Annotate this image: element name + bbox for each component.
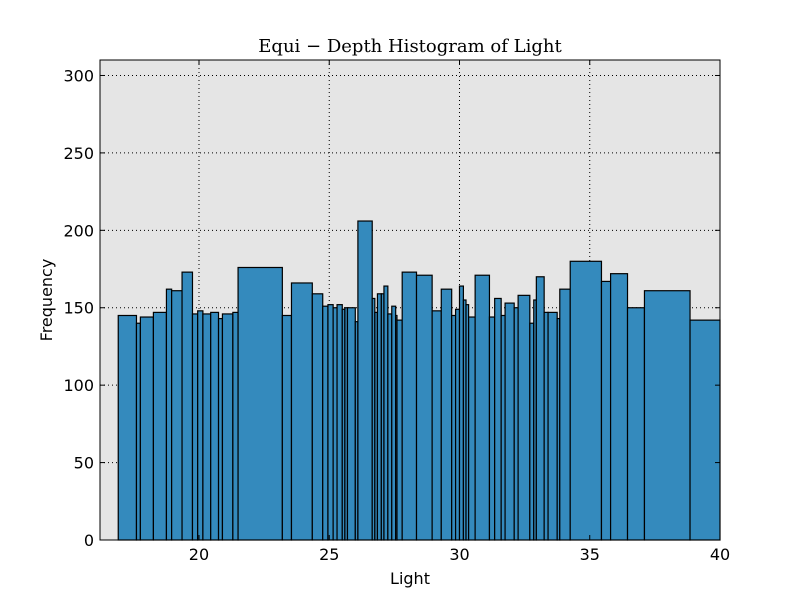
histogram-bar — [535, 276, 545, 541]
histogram-bar — [191, 313, 199, 541]
x-tick-label: 20 — [189, 545, 209, 564]
x-tick-label: 25 — [319, 545, 339, 564]
x-axis-label: Light — [390, 569, 430, 588]
histogram-bar — [311, 293, 324, 541]
y-axis-label: Frequency — [37, 259, 56, 342]
histogram-bar — [468, 316, 476, 541]
y-tick-label: 150 — [63, 299, 94, 318]
axis-ticks: 20 25 30 35 40 0 50 100 150 200 250 300 — [63, 60, 730, 564]
histogram-bar — [474, 274, 491, 541]
histogram-bar — [202, 313, 212, 541]
histogram-bar — [626, 307, 646, 541]
histogram-bar — [336, 304, 343, 541]
histogram-bar — [609, 273, 629, 541]
histogram-bar — [232, 311, 239, 541]
histogram-bar — [517, 294, 531, 541]
histogram-bar — [643, 290, 691, 541]
histogram-bar — [569, 260, 603, 541]
x-tick-label: 35 — [580, 545, 600, 564]
x-tick-label: 40 — [710, 545, 730, 564]
histogram-bar — [547, 311, 558, 541]
histogram-bar — [327, 304, 334, 541]
histogram-bar — [600, 280, 612, 541]
histogram-bars — [117, 220, 721, 541]
histogram-bar — [117, 314, 138, 541]
y-tick-label: 0 — [84, 531, 94, 550]
histogram-bar — [494, 297, 502, 541]
histogram-bar — [290, 282, 313, 541]
y-tick-label: 100 — [63, 376, 94, 395]
histogram-bar — [171, 290, 183, 541]
histogram-bar — [322, 305, 329, 541]
plot-frame — [99, 59, 721, 541]
y-tick-label: 50 — [74, 454, 94, 473]
y-tick-label: 250 — [63, 144, 94, 163]
histogram-bar — [346, 307, 356, 541]
histogram-bar — [431, 310, 442, 541]
histogram-bar — [559, 288, 571, 541]
y-tick-label: 300 — [63, 66, 94, 85]
histogram-bar — [396, 319, 403, 541]
histogram-bar — [181, 271, 194, 541]
histogram-bar — [152, 311, 168, 541]
histogram-bar — [401, 271, 418, 541]
histogram-bar — [504, 302, 515, 541]
histogram-bar — [440, 288, 453, 541]
histogram-bar — [237, 266, 283, 541]
chart-title: Equi − Depth Histogram of Light — [258, 36, 562, 57]
histogram-bar — [165, 288, 173, 541]
histogram-bar — [210, 311, 220, 541]
x-tick-label: 30 — [449, 545, 469, 564]
histogram-bar — [139, 316, 155, 541]
histogram-bar — [281, 314, 293, 541]
y-tick-label: 200 — [63, 221, 94, 240]
histogram-bar — [488, 316, 496, 541]
histogram-bar — [415, 274, 433, 541]
histogram-bar — [221, 313, 234, 541]
histogram-bar — [689, 319, 721, 541]
histogram-bar — [197, 310, 204, 541]
histogram-bar — [357, 220, 373, 541]
